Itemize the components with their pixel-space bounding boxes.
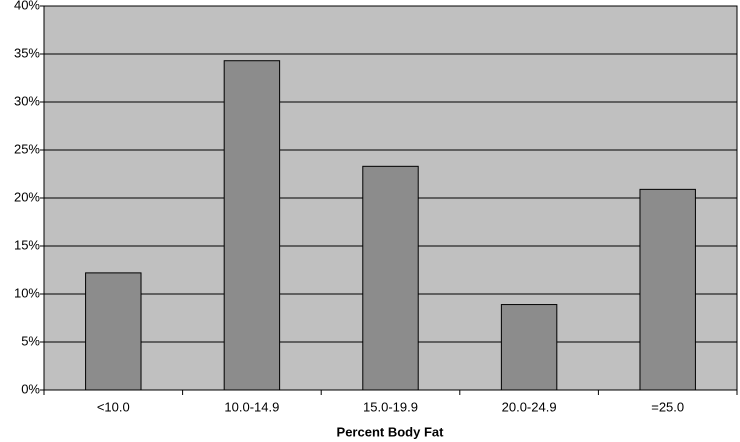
y-tick-label: 10% bbox=[14, 285, 40, 300]
bar bbox=[85, 272, 142, 391]
x-tick-label: 15.0-19.9 bbox=[363, 399, 418, 414]
y-tick-label: 35% bbox=[14, 45, 40, 60]
bar bbox=[500, 304, 558, 391]
y-tick-label: 25% bbox=[14, 141, 40, 156]
x-tick-label: 20.0-24.9 bbox=[502, 399, 557, 414]
y-tick-label: 30% bbox=[14, 93, 40, 108]
y-tick-label: 0% bbox=[21, 381, 40, 396]
y-tick-label: 40% bbox=[14, 0, 40, 12]
y-tick-label: 20% bbox=[14, 189, 40, 204]
x-axis-title: Percent Body Fat bbox=[337, 424, 445, 439]
bar bbox=[639, 188, 696, 391]
x-tick-label: =25.0 bbox=[651, 399, 684, 414]
y-tick-label: 15% bbox=[14, 237, 40, 252]
x-tick-label: 10.0-14.9 bbox=[224, 399, 279, 414]
bar bbox=[362, 165, 419, 391]
x-tick-label: <10.0 bbox=[97, 399, 130, 414]
y-tick-label: 5% bbox=[21, 333, 40, 348]
bar bbox=[223, 60, 281, 391]
